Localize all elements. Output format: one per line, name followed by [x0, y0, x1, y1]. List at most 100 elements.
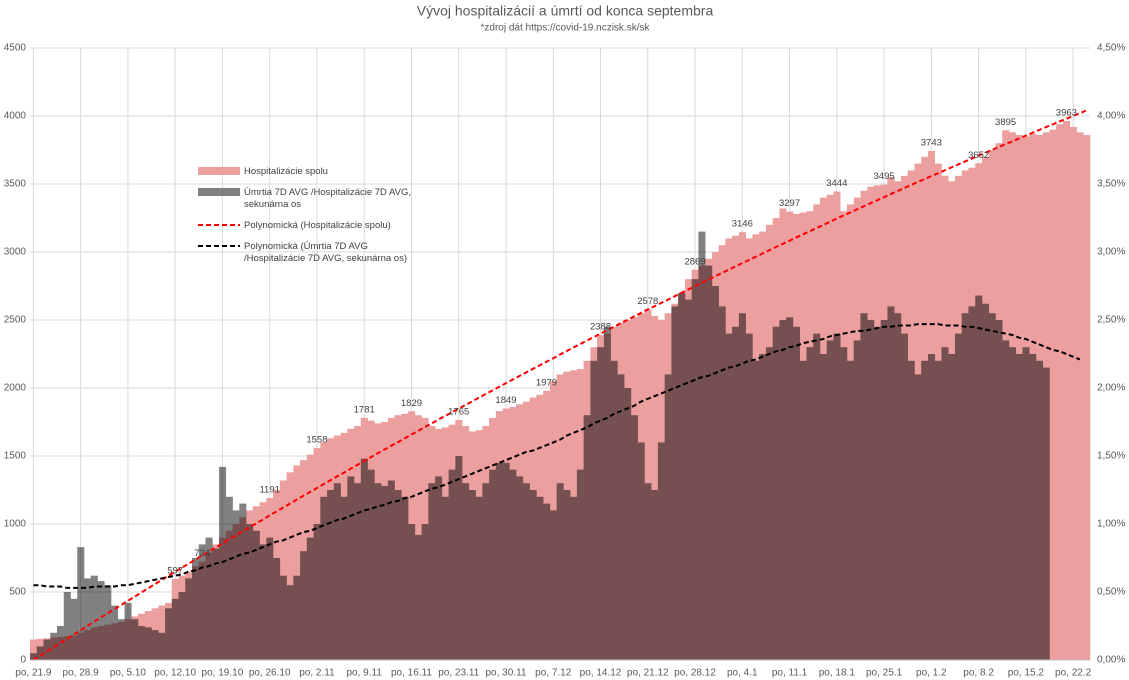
data-label: 1191	[259, 485, 279, 496]
bar	[792, 326, 800, 660]
data-label: 2388	[590, 322, 611, 333]
bar	[921, 360, 929, 660]
bar	[873, 326, 882, 660]
bar	[968, 306, 976, 660]
bar	[630, 415, 638, 660]
bar	[1042, 367, 1050, 660]
bar	[1008, 347, 1017, 660]
bar	[232, 510, 240, 660]
y-tick-label: 2000	[4, 383, 27, 394]
bar	[543, 503, 551, 660]
bar	[36, 646, 44, 660]
legend-item: Hospitalizácie spolu	[198, 166, 438, 178]
bar	[617, 374, 625, 660]
bar	[772, 326, 780, 660]
data-label: 3444	[826, 178, 847, 189]
bar	[286, 472, 294, 660]
x-tick-label: po, 21.9	[15, 668, 52, 679]
y2-tick-label: 0,50%	[1097, 587, 1125, 598]
data-label: 3743	[921, 137, 942, 148]
bar	[495, 462, 503, 660]
bar	[225, 496, 233, 660]
x-tick-label: po, 21.12	[627, 668, 669, 679]
bar	[651, 315, 659, 660]
y-tick-label: 1500	[4, 451, 27, 462]
bar	[394, 490, 402, 660]
bar	[880, 320, 888, 660]
x-tick-label: po, 1.2	[916, 668, 947, 679]
y-tick-label: 0	[20, 655, 26, 666]
trend-line	[33, 323, 1081, 589]
bar	[786, 317, 794, 660]
y2-tick-label: 2,50%	[1097, 315, 1125, 326]
y2-tick-label: 1,00%	[1097, 519, 1125, 530]
bar	[840, 347, 848, 660]
x-tick-label: po, 9.11	[347, 668, 383, 679]
legend-rect	[198, 167, 240, 175]
bar	[408, 524, 416, 660]
data-label: 2869	[684, 256, 705, 267]
bar	[678, 292, 686, 660]
y2-tick-label: 2,00%	[1097, 383, 1125, 394]
bar	[509, 469, 517, 660]
bar	[111, 605, 119, 660]
x-tick-label: po, 18.1	[819, 668, 856, 679]
bar	[813, 333, 821, 660]
chart-title: Vývoj hospitalizácií a úmrtí od konca se…	[417, 3, 714, 19]
legend-swatch	[198, 167, 240, 175]
data-label: 1829	[401, 398, 422, 409]
x-tick-label: po, 28.12	[674, 668, 716, 679]
bar	[570, 496, 578, 660]
bar	[138, 626, 146, 660]
bar	[104, 585, 112, 660]
legend-item: Polynomická (Hospitalizácie spolu)	[198, 220, 438, 232]
y2-tick-label: 1,50%	[1097, 451, 1125, 462]
bar	[826, 340, 834, 660]
bar	[482, 483, 490, 660]
bar	[198, 544, 206, 660]
bar	[752, 360, 760, 660]
bar	[144, 627, 152, 660]
bar	[1069, 126, 1077, 660]
bar	[117, 619, 125, 660]
bar	[590, 360, 598, 660]
bar	[124, 602, 132, 660]
bar	[219, 466, 227, 660]
bar	[1062, 121, 1071, 661]
bar	[171, 598, 179, 660]
bar	[833, 333, 841, 660]
bar	[327, 490, 335, 660]
x-tick-label: po, 14.12	[580, 668, 622, 679]
data-label: 597	[167, 565, 183, 576]
bar	[556, 483, 564, 660]
bar	[340, 496, 348, 660]
bar	[907, 360, 915, 660]
data-label: 1781	[354, 404, 375, 415]
bar	[468, 490, 476, 660]
bar	[30, 639, 38, 660]
bar	[806, 347, 814, 660]
bar	[462, 483, 470, 660]
data-label: 1979	[536, 377, 557, 388]
bar	[151, 630, 159, 660]
bar	[927, 354, 936, 660]
bar	[522, 483, 530, 660]
y-tick-label: 3500	[4, 179, 27, 190]
bar	[698, 231, 706, 660]
bar	[860, 313, 868, 660]
bar	[1076, 132, 1084, 660]
legend-item: Polynomická (Úmrtia 7D AVG /Hospitalizác…	[198, 241, 438, 265]
legend-label: Hospitalizácie spolu	[244, 166, 328, 177]
bar	[306, 537, 314, 660]
x-tick-label: po, 15.2	[1008, 668, 1045, 679]
x-tick-label: po, 11.1	[772, 668, 808, 679]
bar	[131, 619, 139, 660]
bar	[212, 548, 220, 660]
legend-swatch	[198, 224, 240, 226]
bar	[900, 333, 909, 660]
bar	[90, 575, 98, 660]
x-tick-label: po, 16.11	[391, 668, 432, 679]
x-tick-label: po, 7.12	[535, 668, 572, 679]
data-label: 3495	[874, 171, 895, 182]
bar	[799, 360, 807, 660]
